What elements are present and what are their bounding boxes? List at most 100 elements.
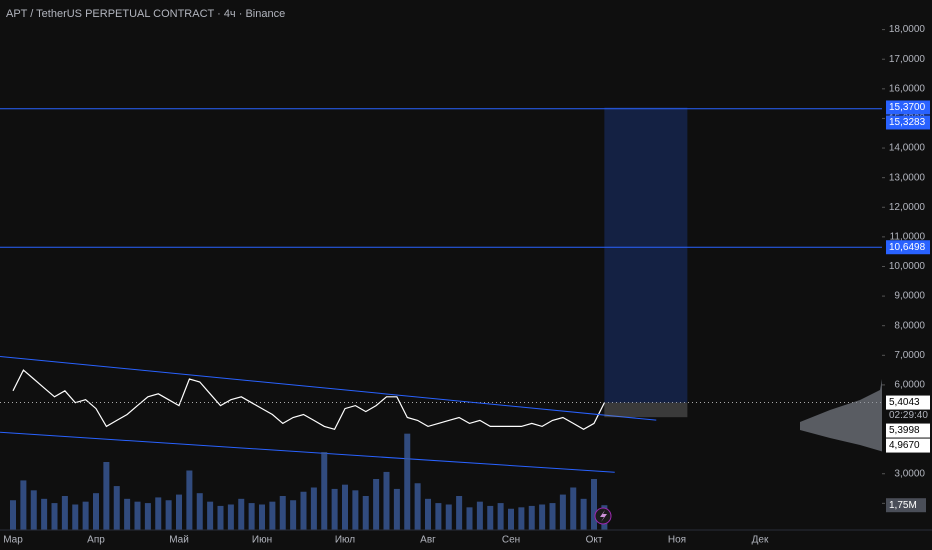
trend-line: [0, 431, 615, 473]
y-tick-label: 12,0000: [889, 202, 926, 213]
x-tick-label: Июн: [252, 535, 272, 546]
volume-bar: [383, 471, 390, 530]
volume-bar: [559, 494, 566, 530]
volume-bar: [393, 488, 400, 530]
x-tick-label: Авг: [420, 535, 436, 546]
volume-bar: [414, 483, 421, 530]
x-tick-label: Май: [169, 535, 189, 546]
volume-bar: [342, 484, 348, 530]
volume-bar: [30, 490, 37, 530]
volume-bar: [352, 490, 359, 530]
y-tick-label: 11,0000: [890, 232, 926, 243]
x-tick-label: Дек: [752, 535, 769, 546]
volume-bar: [217, 505, 224, 530]
volume-bar: [362, 496, 369, 530]
x-tick-label: Окт: [586, 535, 603, 546]
y-tick-label: 3,0000: [894, 468, 925, 479]
volume-bar: [134, 501, 141, 530]
volume-bar: [300, 491, 307, 530]
price-label: 10,6498: [889, 242, 926, 253]
volume-bar: [476, 501, 483, 530]
volume-bar: [10, 500, 16, 530]
volume-bar: [165, 500, 172, 530]
volume-bar: [186, 470, 193, 530]
volume-bar: [549, 503, 556, 530]
volume-bar: [528, 505, 535, 530]
price-label-bg: [886, 423, 930, 438]
price-label-bg: [886, 395, 930, 410]
price-label: 5,4043: [889, 397, 920, 408]
trend-line: [0, 355, 657, 421]
volume-bar: [487, 505, 494, 530]
volume-bar: [155, 497, 162, 530]
y-tick-label: 9,0000: [894, 291, 925, 302]
volume-bar: [570, 487, 577, 530]
price-label-bg: [886, 438, 930, 453]
volume-bar: [51, 503, 58, 530]
y-tick-label: 13,0000: [889, 172, 926, 183]
price-label: 15,3700: [889, 102, 926, 113]
volume-bar: [72, 504, 79, 530]
volume-bar: [41, 498, 48, 530]
volume-bar: [497, 503, 504, 530]
volume-bar: [103, 462, 110, 530]
volume-bar: [518, 507, 525, 530]
volume-bar: [435, 503, 442, 530]
y-tick-label: 17,0000: [889, 54, 926, 65]
volume-bar: [207, 501, 214, 530]
y-tick-label: 16,0000: [889, 83, 926, 94]
x-tick-label: Апр: [87, 535, 105, 546]
volume-bar: [591, 479, 597, 530]
countdown: 02:29:40: [889, 410, 928, 421]
y-tick-label: 8,0000: [894, 320, 925, 331]
volume-bar: [176, 494, 182, 530]
position-stop-zone: [604, 402, 688, 418]
volume-label: 1,75M: [889, 500, 917, 511]
x-tick-label: Июл: [335, 535, 355, 546]
volume-bar: [238, 498, 245, 530]
volume-bar: [331, 488, 338, 530]
price-label: 15,3283: [889, 117, 926, 128]
volume-bar: [20, 480, 27, 530]
x-tick-label: Сен: [502, 535, 520, 546]
volume-bar: [93, 493, 99, 530]
volume-bar: [425, 498, 431, 530]
price-line: [12, 369, 605, 431]
position-target-zone: [604, 107, 688, 403]
volume-bar: [456, 496, 463, 530]
y-tick-label: 14,0000: [889, 143, 926, 154]
volume-bar: [310, 487, 317, 530]
price-label-bg: [886, 100, 930, 115]
y-tick-label: 10,0000: [889, 261, 926, 272]
volume-profile: [800, 368, 884, 452]
x-tick-label: Мар: [3, 535, 23, 546]
volume-bar: [124, 498, 131, 530]
volume-bar: [248, 503, 255, 530]
price-label: 4,9670: [889, 440, 920, 451]
volume-bar: [113, 486, 120, 530]
volume-bar: [321, 452, 328, 530]
volume-label-bg: [886, 498, 926, 513]
volume-bar: [373, 479, 380, 530]
volume-bar: [279, 496, 286, 530]
volume-bar: [259, 504, 265, 530]
volume-bar: [82, 501, 89, 530]
volume-bar: [227, 504, 234, 530]
x-tick-label: Ноя: [668, 535, 686, 546]
volume-bar: [290, 500, 297, 530]
volume-bar: [61, 496, 68, 530]
volume-bar: [539, 504, 546, 530]
event-icon-bolt: [600, 510, 607, 522]
volume-bar: [580, 498, 587, 530]
chart-title: APT / TetherUS PERPETUAL CONTRACT · 4ч ·…: [6, 8, 285, 20]
y-tick-label: 7,0000: [894, 350, 925, 361]
volume-bar: [445, 504, 452, 530]
volume-bar: [404, 433, 411, 530]
volume-bar: [269, 501, 276, 530]
price-axis-bg: [882, 0, 932, 550]
volume-bar: [196, 493, 203, 530]
volume-bar: [466, 507, 473, 530]
volume-bar: [508, 508, 514, 530]
